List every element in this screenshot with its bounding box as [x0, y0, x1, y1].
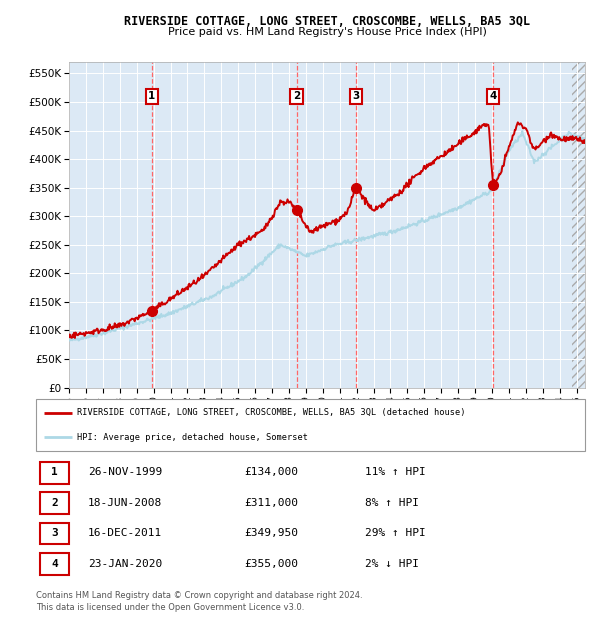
Text: 18-JUN-2008: 18-JUN-2008 [88, 498, 163, 508]
Text: Price paid vs. HM Land Registry's House Price Index (HPI): Price paid vs. HM Land Registry's House … [167, 27, 487, 37]
Text: £349,950: £349,950 [245, 528, 299, 538]
Text: 3: 3 [352, 91, 359, 101]
Text: 1: 1 [148, 91, 155, 101]
Text: 3: 3 [51, 528, 58, 538]
Text: 2: 2 [293, 91, 301, 101]
FancyBboxPatch shape [40, 523, 69, 544]
FancyBboxPatch shape [40, 492, 69, 514]
Text: Contains HM Land Registry data © Crown copyright and database right 2024.: Contains HM Land Registry data © Crown c… [36, 591, 362, 600]
Text: 29% ↑ HPI: 29% ↑ HPI [365, 528, 426, 538]
FancyBboxPatch shape [36, 399, 585, 451]
Text: RIVERSIDE COTTAGE, LONG STREET, CROSCOMBE, WELLS, BA5 3QL (detached house): RIVERSIDE COTTAGE, LONG STREET, CROSCOMB… [77, 409, 466, 417]
Text: £134,000: £134,000 [245, 467, 299, 477]
Text: 23-JAN-2020: 23-JAN-2020 [88, 559, 163, 569]
FancyBboxPatch shape [40, 462, 69, 484]
Text: RIVERSIDE COTTAGE, LONG STREET, CROSCOMBE, WELLS, BA5 3QL: RIVERSIDE COTTAGE, LONG STREET, CROSCOMB… [124, 15, 530, 27]
Text: 4: 4 [51, 559, 58, 569]
Text: 8% ↑ HPI: 8% ↑ HPI [365, 498, 419, 508]
Text: This data is licensed under the Open Government Licence v3.0.: This data is licensed under the Open Gov… [36, 603, 304, 612]
Text: £355,000: £355,000 [245, 559, 299, 569]
Text: 16-DEC-2011: 16-DEC-2011 [88, 528, 163, 538]
FancyBboxPatch shape [40, 553, 69, 575]
Text: 2% ↓ HPI: 2% ↓ HPI [365, 559, 419, 569]
Text: 1: 1 [51, 467, 58, 477]
Text: 26-NOV-1999: 26-NOV-1999 [88, 467, 163, 477]
Text: £311,000: £311,000 [245, 498, 299, 508]
Text: HPI: Average price, detached house, Somerset: HPI: Average price, detached house, Some… [77, 433, 308, 441]
Text: 4: 4 [489, 91, 497, 101]
Text: 11% ↑ HPI: 11% ↑ HPI [365, 467, 426, 477]
Polygon shape [572, 62, 585, 388]
Text: 2: 2 [51, 498, 58, 508]
